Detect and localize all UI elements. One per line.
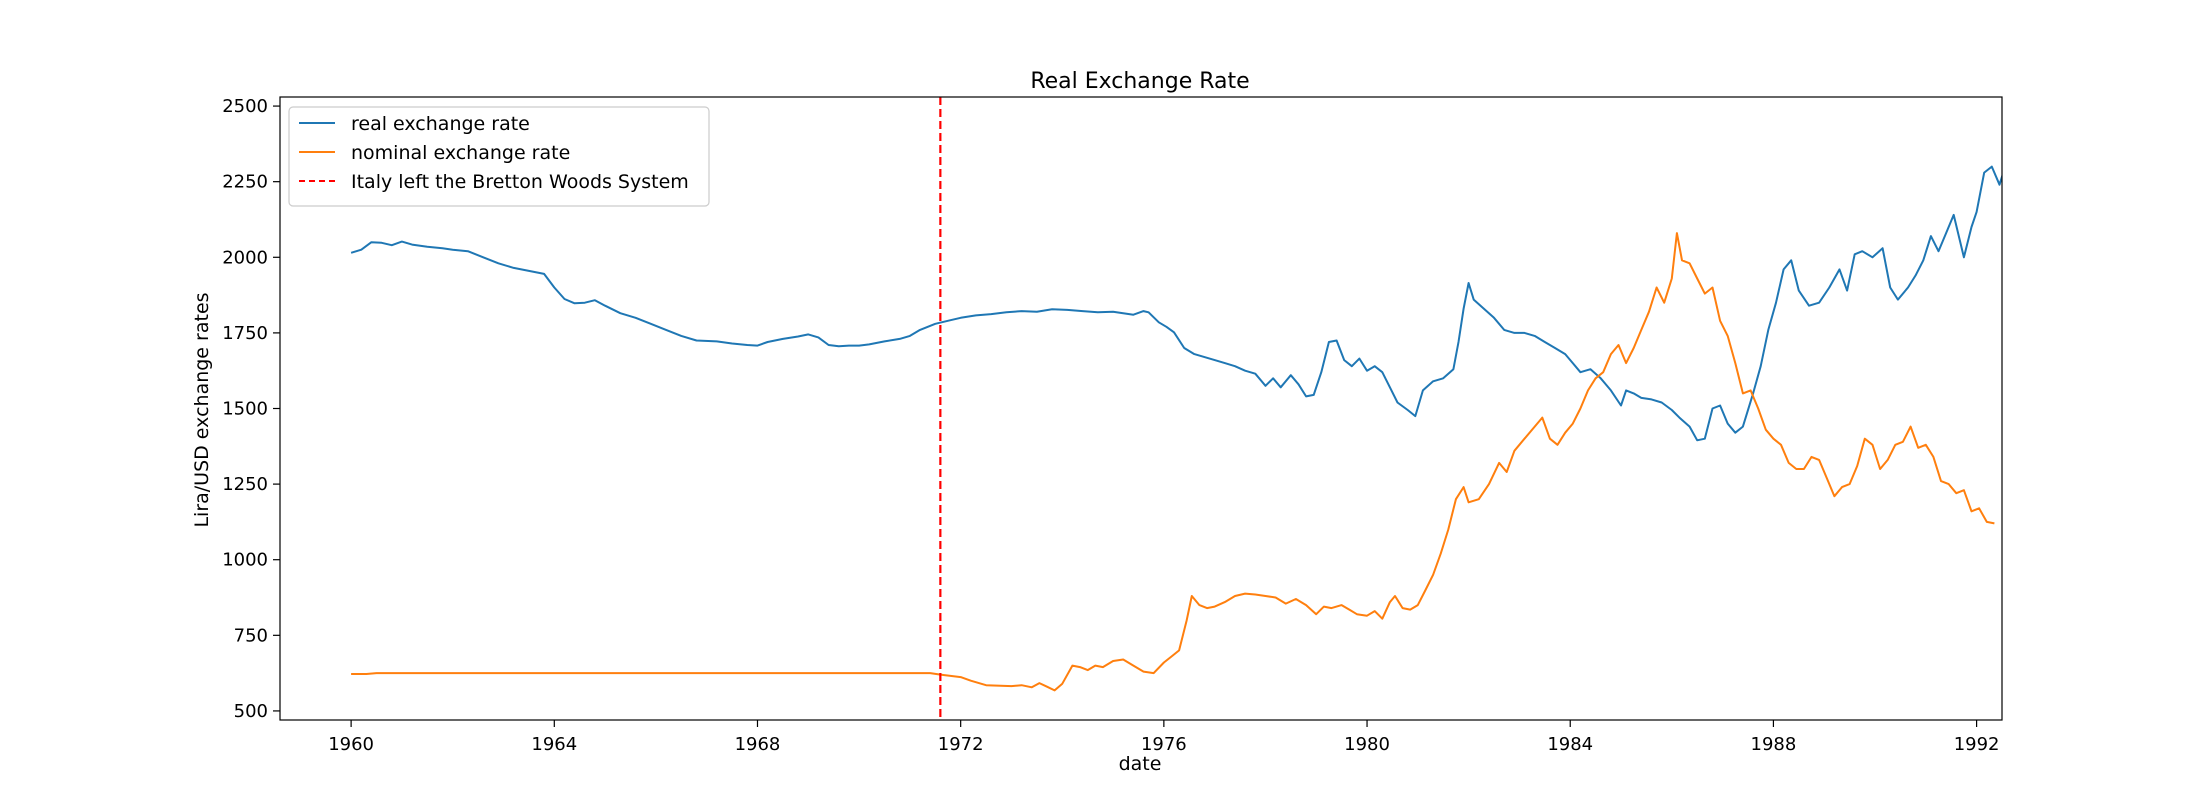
y-axis: 500 750 1000 1250 1500 1750 2000 2250 2500 xyxy=(222,96,280,722)
x-tick-label: 1988 xyxy=(1751,734,1797,755)
chart-title: Real Exchange Rate xyxy=(1030,69,1249,94)
y-axis-label: Lira/USD exchange rates xyxy=(191,292,213,527)
series-line-1 xyxy=(350,165,2002,442)
x-axis: 1960 1964 1968 1972 1976 1980 1984 1988 1992 xyxy=(328,720,2000,755)
y-tick-label: 750 xyxy=(234,625,268,646)
x-tick-label: 1964 xyxy=(531,734,577,755)
y-tick-label: 1000 xyxy=(222,550,268,571)
x-tick-label: 1980 xyxy=(1344,734,1390,755)
x-tick-label: 1984 xyxy=(1547,734,1593,755)
y-tick-label: 500 xyxy=(234,701,268,722)
series-line-2 xyxy=(351,232,1995,692)
y-tick-label: 2000 xyxy=(222,247,268,268)
y-tick-label: 2500 xyxy=(222,96,268,117)
legend: real exchange rate nominal exchange rate I… xyxy=(288,106,710,207)
x-axis-label: date xyxy=(1119,753,1162,775)
x-tick-label: 1968 xyxy=(735,734,781,755)
legend-label: nominal exchange rate xyxy=(351,142,570,164)
legend-label: real exchange rate xyxy=(351,113,530,135)
x-tick-label: 1976 xyxy=(1141,734,1187,755)
y-tick-label: 1750 xyxy=(222,323,268,344)
y-tick-label: 2250 xyxy=(222,172,268,193)
legend-box xyxy=(288,106,710,207)
x-tick-label: 1992 xyxy=(1954,734,2000,755)
legend-label: Italy left the Bretton Woods System xyxy=(351,171,689,193)
x-tick-label: 1972 xyxy=(938,734,984,755)
y-tick-label: 1250 xyxy=(222,474,268,495)
x-tick-label: 1960 xyxy=(328,734,374,755)
series-group xyxy=(350,97,2002,720)
y-tick-label: 1500 xyxy=(222,399,268,420)
